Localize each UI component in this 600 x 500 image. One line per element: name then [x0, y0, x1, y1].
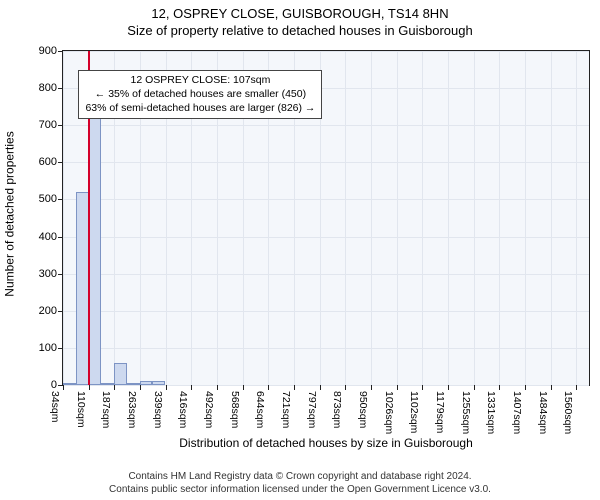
- y-tick-label: 0: [51, 379, 63, 391]
- annotation-line: 63% of semi-detached houses are larger (…: [85, 102, 315, 116]
- x-tick-label: 339sqm: [152, 391, 164, 428]
- x-tick-label: 644sqm: [254, 391, 266, 428]
- gridline-vertical: [499, 51, 500, 385]
- x-tick-mark: [576, 385, 577, 390]
- x-tick-mark: [371, 385, 372, 390]
- x-tick-label: 110sqm: [75, 391, 87, 428]
- gridline-vertical: [371, 51, 372, 385]
- annotation-line: 12 OSPREY CLOSE: 107sqm: [85, 74, 315, 88]
- attribution-footer: Contains HM Land Registry data © Crown c…: [0, 470, 600, 496]
- x-tick-label: 1407sqm: [511, 391, 523, 434]
- x-tick-mark: [422, 385, 423, 390]
- x-tick-mark: [320, 385, 321, 390]
- gridline-vertical: [525, 51, 526, 385]
- x-tick-label: 416sqm: [177, 391, 189, 428]
- x-tick-label: 797sqm: [306, 391, 318, 428]
- x-tick-mark: [89, 385, 90, 390]
- histogram-bar: [89, 116, 102, 385]
- gridline-horizontal: [63, 237, 589, 238]
- gridline-horizontal: [63, 311, 589, 312]
- histogram-bar: [114, 363, 127, 385]
- x-tick-mark: [345, 385, 346, 390]
- x-tick-label: 187sqm: [100, 391, 112, 428]
- y-tick-label: 900: [39, 45, 63, 57]
- histogram-bar: [152, 381, 165, 385]
- y-tick-label: 200: [39, 305, 63, 317]
- gridline-horizontal: [63, 51, 589, 52]
- gridline-vertical: [474, 51, 475, 385]
- footer-line-2: Contains public sector information licen…: [0, 483, 600, 496]
- x-axis-label: Distribution of detached houses by size …: [62, 436, 590, 450]
- y-tick-label: 700: [39, 119, 63, 131]
- x-tick-label: 1179sqm: [434, 391, 446, 433]
- x-tick-label: 1560sqm: [562, 391, 574, 434]
- x-tick-label: 1026sqm: [383, 391, 395, 434]
- x-tick-mark: [166, 385, 167, 390]
- x-tick-mark: [268, 385, 269, 390]
- gridline-vertical: [576, 51, 577, 385]
- x-tick-mark: [525, 385, 526, 390]
- gridline-vertical: [397, 51, 398, 385]
- page-title-address: 12, OSPREY CLOSE, GUISBOROUGH, TS14 8HN: [0, 6, 600, 21]
- x-tick-label: 492sqm: [203, 391, 215, 428]
- gridline-vertical: [448, 51, 449, 385]
- gridline-horizontal: [63, 385, 589, 386]
- histogram-bar: [127, 383, 140, 385]
- x-tick-label: 1102sqm: [408, 391, 420, 433]
- x-tick-mark: [140, 385, 141, 390]
- x-tick-mark: [397, 385, 398, 390]
- x-tick-label: 721sqm: [280, 391, 292, 428]
- histogram-bar: [101, 383, 114, 385]
- x-tick-label: 263sqm: [126, 391, 138, 428]
- gridline-vertical: [345, 51, 346, 385]
- x-tick-label: 1331sqm: [485, 391, 497, 434]
- x-tick-mark: [294, 385, 295, 390]
- x-tick-mark: [499, 385, 500, 390]
- x-tick-mark: [448, 385, 449, 390]
- x-tick-label: 34sqm: [49, 391, 61, 423]
- y-tick-label: 600: [39, 156, 63, 168]
- chart-container: Number of detached properties 0100200300…: [0, 42, 600, 452]
- y-tick-label: 500: [39, 193, 63, 205]
- x-tick-label: 1484sqm: [537, 391, 549, 434]
- gridline-horizontal: [63, 199, 589, 200]
- gridline-horizontal: [63, 274, 589, 275]
- y-tick-label: 400: [39, 231, 63, 243]
- x-tick-mark: [474, 385, 475, 390]
- x-tick-mark: [114, 385, 115, 390]
- histogram-bar: [63, 383, 76, 385]
- x-tick-mark: [63, 385, 64, 390]
- annotation-box: 12 OSPREY CLOSE: 107sqm← 35% of detached…: [78, 70, 322, 119]
- x-tick-mark: [191, 385, 192, 390]
- annotation-line: ← 35% of detached houses are smaller (45…: [85, 88, 315, 102]
- histogram-bar: [140, 381, 153, 385]
- x-tick-label: 1255sqm: [460, 391, 472, 434]
- gridline-vertical: [422, 51, 423, 385]
- x-tick-label: 873sqm: [331, 391, 343, 428]
- y-tick-label: 100: [39, 342, 63, 354]
- y-axis-label: Number of detached properties: [0, 42, 20, 386]
- gridline-vertical: [63, 51, 64, 385]
- y-tick-label: 800: [39, 82, 63, 94]
- plot-area: 010020030040050060070080090034sqm110sqm1…: [62, 50, 590, 386]
- x-tick-label: 568sqm: [229, 391, 241, 428]
- y-tick-label: 300: [39, 268, 63, 280]
- footer-line-1: Contains HM Land Registry data © Crown c…: [0, 470, 600, 483]
- x-tick-mark: [551, 385, 552, 390]
- x-tick-label: 950sqm: [357, 391, 369, 428]
- gridline-horizontal: [63, 125, 589, 126]
- gridline-horizontal: [63, 162, 589, 163]
- gridline-vertical: [551, 51, 552, 385]
- gridline-horizontal: [63, 348, 589, 349]
- x-tick-mark: [243, 385, 244, 390]
- x-tick-mark: [217, 385, 218, 390]
- page-subtitle: Size of property relative to detached ho…: [0, 23, 600, 38]
